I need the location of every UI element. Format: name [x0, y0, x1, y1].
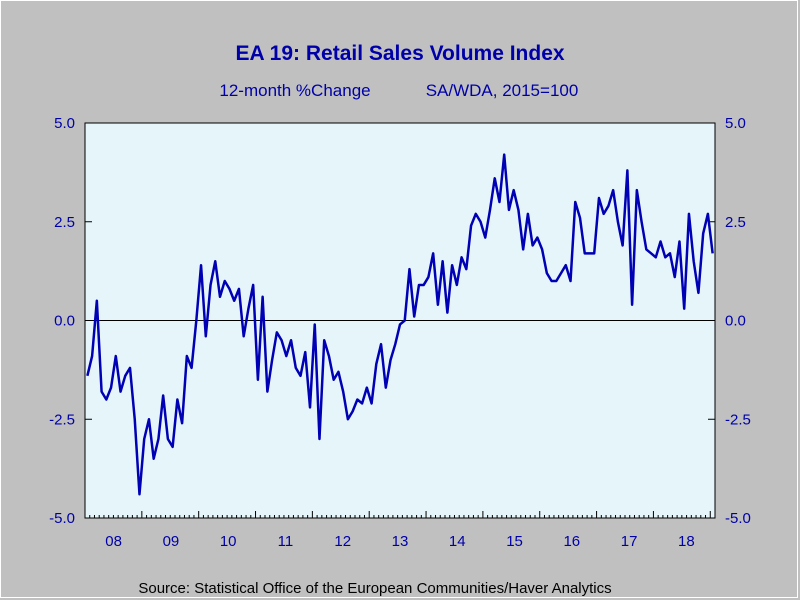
y-tick-label-right: 5.0: [725, 115, 746, 132]
x-tick-label: 10: [220, 533, 237, 550]
source-note: Source: Statistical Office of the Europe…: [138, 580, 611, 597]
x-tick-label: 18: [678, 533, 695, 550]
y-tick-label-right: 0.0: [725, 313, 746, 330]
x-tick-label: 09: [163, 533, 180, 550]
x-tick-label: 17: [621, 533, 638, 550]
x-tick-label: 16: [563, 533, 580, 550]
x-tick-label: 14: [449, 533, 466, 550]
y-tick-label-right: -5.0: [725, 510, 751, 527]
y-tick-label-left: 2.5: [54, 214, 75, 231]
y-tick-label-left: -2.5: [49, 411, 75, 428]
labels-layer: 5.0 5.0 2.5 2.5 0.0 0.0 -2.5 -2.5 -5.0 -5.0 08 09 10…: [49, 115, 751, 550]
chart-subtitle-left: 12-month %Change: [219, 81, 370, 100]
series-line: [86, 153, 714, 496]
chart-subtitle-right: SA/WDA, 2015=100: [426, 81, 579, 100]
x-tick-label: 12: [334, 533, 351, 550]
x-tick-label: 08: [105, 533, 122, 550]
y-tick-label-right: -2.5: [725, 411, 751, 428]
y-tick-label-left: 0.0: [54, 313, 75, 330]
y-tick-label-right: 2.5: [725, 214, 746, 231]
x-tick-label: 13: [392, 533, 409, 550]
chart-title: EA 19: Retail Sales Volume Index: [235, 42, 564, 65]
y-tick-label-left: 5.0: [54, 115, 75, 132]
x-tick-label: 15: [506, 533, 523, 550]
x-tick-label: 11: [278, 533, 294, 550]
y-tick-label-left: -5.0: [49, 510, 75, 527]
